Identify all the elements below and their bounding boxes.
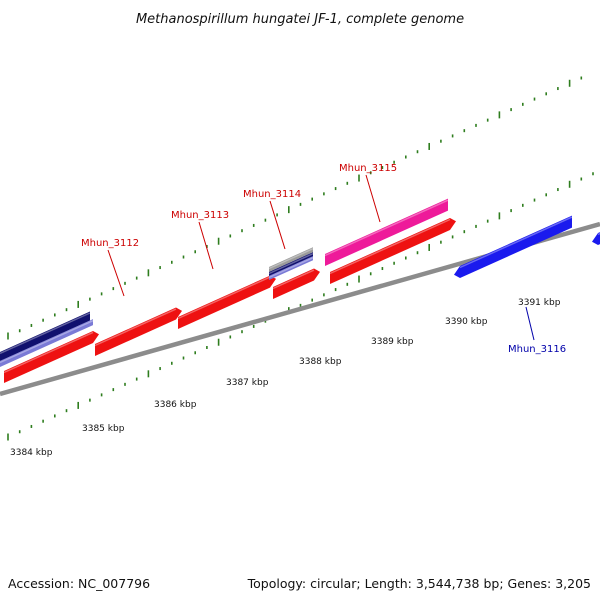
gene-label: Mhun_3112	[81, 238, 139, 249]
scale-label: 3391 kbp	[518, 298, 561, 308]
cds-arrow-highlight	[3, 331, 94, 374]
cds-arrow-highlight	[459, 216, 573, 269]
cds-arrow	[4, 330, 99, 383]
gene-label: Mhun_3113	[171, 210, 229, 221]
scale-label: 3388 kbp	[299, 357, 342, 367]
accession-text: Accession: NC_007796	[8, 576, 151, 591]
cds-arrow-highlight	[272, 269, 315, 290]
cds-block	[0, 311, 90, 361]
cds-block	[269, 256, 313, 280]
gene-label: Mhun_3114	[243, 189, 301, 200]
cds-block-highlight	[268, 253, 314, 275]
scale-label: 3387 kbp	[226, 378, 269, 388]
cds-block-highlight	[268, 257, 314, 279]
gene-leader-line	[107, 249, 125, 297]
cds-block	[269, 252, 313, 276]
genome-summary-text: Topology: circular; Length: 3,544,738 bp…	[247, 576, 591, 591]
cds-arrow-highlight	[94, 308, 177, 347]
scale-label: 3385 kbp	[82, 424, 125, 434]
gene-leader-line	[269, 200, 286, 250]
scale-label: 3386 kbp	[154, 400, 197, 410]
lower-tick-track	[7, 172, 594, 441]
cds-arrow	[454, 215, 572, 278]
cds-arrow-highlight	[597, 232, 600, 236]
cds-arrow	[178, 275, 276, 329]
cds-block-highlight	[0, 319, 94, 364]
scale-label-group: 3384 kbp 3385 kbp 3386 kbp 3387 kbp 3388 kbp…	[10, 298, 561, 458]
gene-leader-line	[365, 174, 381, 223]
map-title: Methanospirillum hungatei JF-1, complete…	[136, 12, 464, 27]
feature-track	[0, 198, 600, 383]
cds-arrow-highlight	[329, 218, 451, 275]
cds-arrow	[273, 268, 320, 299]
cds-arrow	[330, 218, 456, 284]
scale-label: 3389 kbp	[371, 337, 414, 347]
scale-label: 3390 kbp	[445, 317, 488, 327]
gene-label: Mhun_3116	[508, 344, 566, 355]
cds-arrow-highlight	[177, 276, 271, 320]
scale-label: 3384 kbp	[10, 448, 53, 458]
cds-arrow	[592, 232, 600, 245]
gene-label: Mhun_3115	[339, 163, 397, 174]
cds-block	[269, 247, 313, 272]
cds-block-highlight	[324, 199, 449, 257]
gene-leader-line	[525, 306, 535, 341]
cds-block	[325, 198, 448, 266]
cds-block	[0, 319, 93, 367]
gene-leader-line	[198, 221, 214, 270]
cds-block-highlight	[0, 312, 91, 355]
cds-block-highlight	[268, 248, 314, 270]
upper-tick-track	[7, 76, 583, 340]
cds-arrow	[95, 307, 182, 356]
gene-label-group: Mhun_3112 Mhun_3113 Mhun_3114 Mhun_3115 Mhun…	[81, 163, 566, 355]
